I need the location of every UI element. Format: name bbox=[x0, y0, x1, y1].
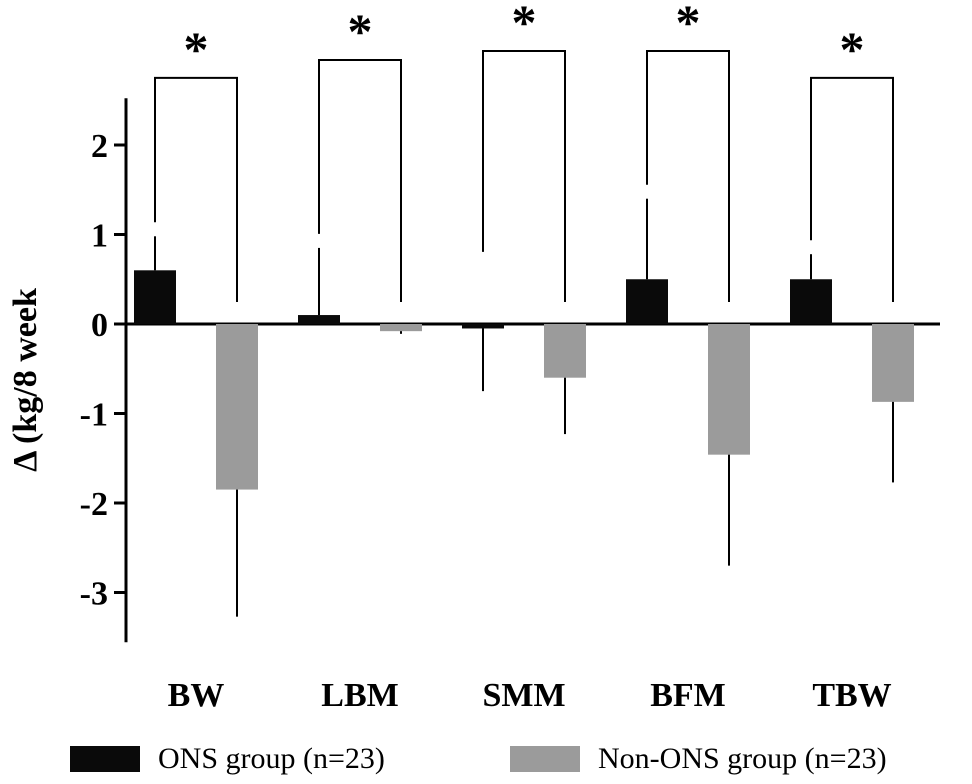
x-tick-label-bfm: BFM bbox=[650, 677, 726, 714]
x-tick-label-bw: BW bbox=[168, 677, 225, 714]
bar-non-ons-bfm bbox=[708, 324, 750, 455]
legend-swatch-non-ons bbox=[510, 746, 580, 772]
x-tick-label-lbm: LBM bbox=[321, 677, 398, 714]
bar-ons-lbm bbox=[298, 315, 340, 324]
significance-bracket-bw bbox=[154, 76, 238, 302]
bar-ons-bw bbox=[134, 270, 176, 324]
y-axis-label: Δ (kg/8 week bbox=[7, 288, 45, 472]
bar-non-ons-lbm bbox=[380, 324, 422, 332]
bar-ons-bfm bbox=[626, 279, 668, 324]
significance-bracket-tbw bbox=[810, 76, 894, 302]
significance-bracket-lbm bbox=[318, 58, 402, 302]
legend-item-ons: ONS group (n=23) bbox=[70, 742, 385, 776]
significance-bracket-smm bbox=[482, 50, 566, 302]
y-tick-label: 2 bbox=[91, 128, 108, 165]
legend-item-non-ons: Non-ONS group (n=23) bbox=[510, 742, 887, 776]
bar-ons-smm bbox=[462, 324, 504, 329]
x-tick-label-smm: SMM bbox=[482, 677, 565, 714]
bar-non-ons-tbw bbox=[872, 324, 914, 402]
bar-non-ons-bw bbox=[216, 324, 258, 490]
bar-ons-tbw bbox=[790, 279, 832, 324]
significance-star-tbw: * bbox=[840, 21, 865, 77]
y-axis-label-container: Δ (kg/8 week bbox=[6, 100, 46, 660]
legend-label-non-ons: Non-ONS group (n=23) bbox=[598, 742, 887, 775]
x-tick-label-tbw: TBW bbox=[812, 677, 891, 714]
y-tick-label: 0 bbox=[91, 307, 108, 344]
y-tick-label: 1 bbox=[91, 218, 108, 255]
significance-star-lbm: * bbox=[348, 3, 373, 59]
significance-star-bfm: * bbox=[676, 0, 701, 50]
significance-bracket-bfm bbox=[646, 50, 730, 302]
legend-label-ons: ONS group (n=23) bbox=[158, 742, 385, 775]
y-tick-label: -2 bbox=[80, 486, 108, 523]
y-tick-label: -3 bbox=[80, 576, 108, 613]
y-tick-label: -1 bbox=[80, 397, 108, 434]
legend: ONS group (n=23) Non-ONS group (n=23) bbox=[0, 738, 972, 782]
bar-non-ons-smm bbox=[544, 324, 586, 378]
significance-star-bw: * bbox=[184, 21, 209, 77]
legend-swatch-ons bbox=[70, 746, 140, 772]
significance-star-smm: * bbox=[512, 0, 537, 50]
